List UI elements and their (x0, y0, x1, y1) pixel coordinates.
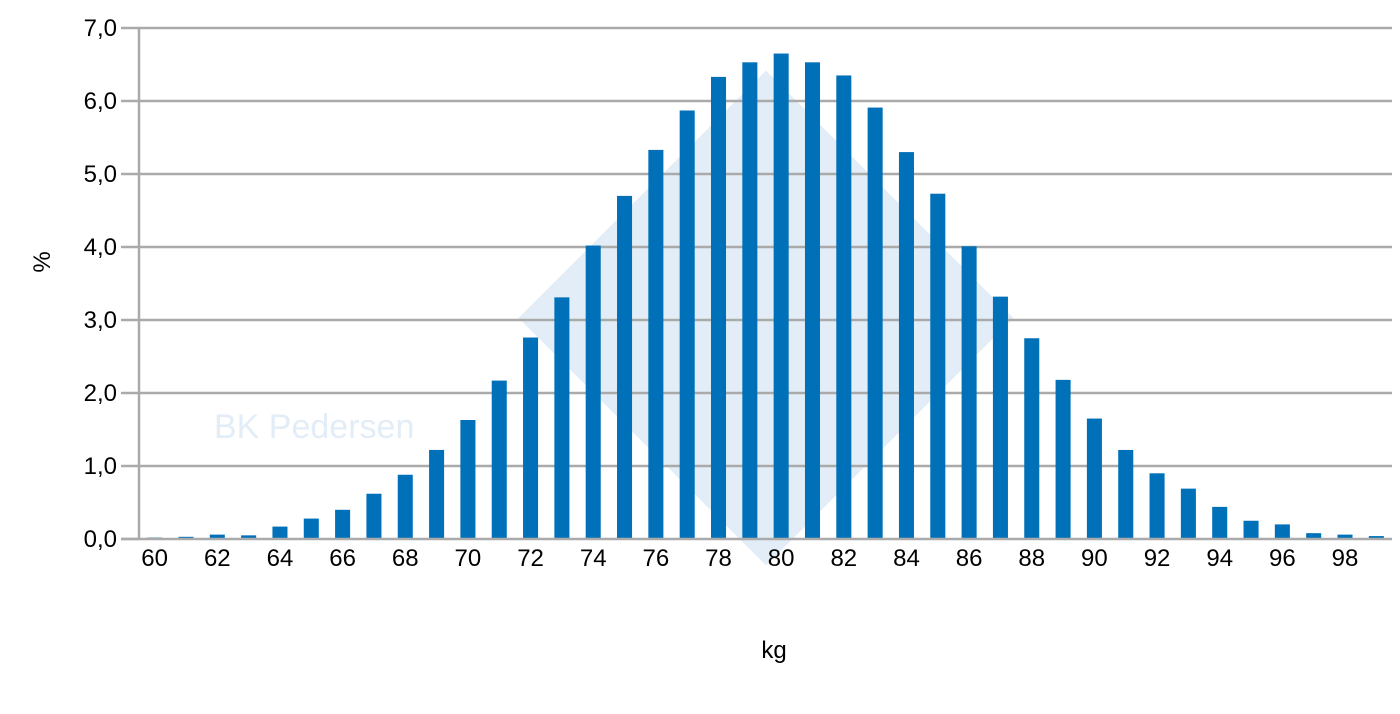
x-tick-label: 92 (1144, 545, 1171, 572)
bar-74 (585, 245, 601, 540)
x-tick-label: 94 (1206, 545, 1233, 572)
bar-76 (648, 149, 664, 539)
y-tick-label: 0,0 (84, 526, 117, 553)
bar-77 (679, 110, 695, 540)
x-tick-label: 90 (1081, 545, 1108, 572)
y-tick-label: 3,0 (84, 307, 117, 334)
y-tick-label: 5,0 (84, 161, 117, 188)
x-tick-label: 64 (267, 545, 294, 572)
x-tick-labels: 60 62 64 66 68 70 72 74 76 78 80 82 84 86 88 90 92 94 96 98 (141, 545, 1358, 572)
x-tick-label: 60 (141, 545, 168, 572)
x-tick-label: 74 (580, 545, 607, 572)
bar-88 (1024, 338, 1040, 539)
y-tick-label: 4,0 (84, 234, 117, 261)
bar-86 (961, 246, 977, 539)
bar-75 (617, 195, 633, 539)
x-tick-label: 98 (1332, 545, 1359, 572)
y-tick-label: 6,0 (84, 88, 117, 115)
bar-89 (1055, 379, 1071, 539)
x-tick-label: 62 (204, 545, 231, 572)
bar-83 (867, 107, 883, 539)
bar-84 (898, 152, 914, 539)
x-tick-label: 82 (830, 545, 857, 572)
x-tick-label: 72 (517, 545, 544, 572)
x-tick-label: 96 (1269, 545, 1296, 572)
y-axis-label: % (29, 251, 56, 272)
bar-92 (1149, 473, 1165, 539)
bar-95 (1243, 520, 1259, 539)
y-tick-labels: 0,0 1,0 2,0 3,0 4,0 5,0 6,0 7,0 (84, 15, 117, 553)
bar-69 (429, 449, 445, 539)
bar-93 (1180, 488, 1196, 539)
bar-96 (1274, 524, 1290, 539)
gridlines (121, 26, 1392, 541)
x-tick-label: 68 (392, 545, 419, 572)
bar-79 (742, 62, 758, 540)
y-tick-label: 7,0 (84, 15, 117, 42)
x-axis-label: kg (761, 637, 786, 664)
bar-72 (523, 337, 539, 539)
bar-90 (1086, 418, 1102, 539)
bar-63 (241, 535, 257, 539)
bar-66 (335, 509, 351, 539)
bar-67 (366, 493, 382, 539)
bar-87 (992, 296, 1008, 539)
x-tick-label: 76 (643, 545, 670, 572)
watermark-text: BK Pedersen (214, 408, 414, 446)
bar-68 (397, 474, 413, 539)
bar-65 (303, 518, 319, 539)
bar-85 (930, 193, 946, 539)
bar-78 (710, 76, 727, 539)
bar-71 (491, 380, 507, 539)
x-tick-label: 86 (956, 545, 983, 572)
y-tick-label: 1,0 (84, 453, 117, 480)
bar-73 (554, 297, 570, 539)
bar-98 (1337, 534, 1353, 539)
bar-82 (836, 75, 852, 539)
bar-64 (272, 526, 288, 539)
watermark: BK Pedersen (214, 70, 1014, 566)
bar-62 (209, 534, 225, 539)
bar-81 (804, 62, 821, 540)
bar-80 (773, 53, 789, 540)
x-tick-label: 66 (329, 545, 356, 572)
x-tick-label: 80 (768, 545, 795, 572)
axes (121, 28, 1392, 541)
x-tick-label: 78 (705, 545, 732, 572)
bar-99 (1368, 536, 1384, 539)
x-tick-label: 70 (455, 545, 482, 572)
bars (147, 53, 1384, 540)
bar-97 (1306, 533, 1322, 539)
x-tick-label: 84 (893, 545, 920, 572)
bar-94 (1212, 506, 1228, 539)
y-tick-label: 2,0 (84, 380, 117, 407)
x-tick-label: 88 (1018, 545, 1045, 572)
bar-91 (1118, 449, 1134, 539)
bar-70 (460, 420, 476, 539)
